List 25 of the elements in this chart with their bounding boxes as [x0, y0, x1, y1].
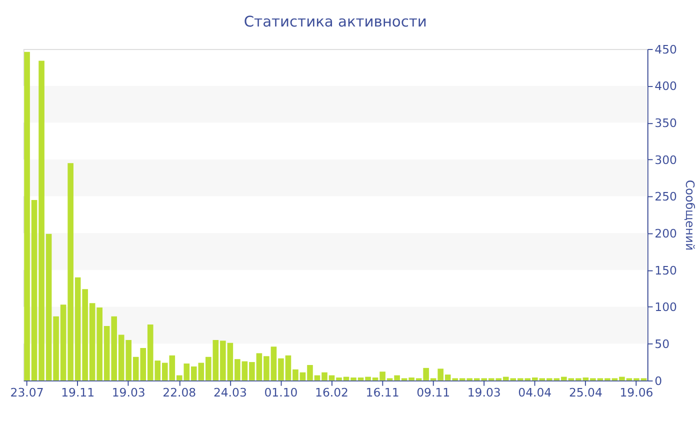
x-tick-label: 09.11	[416, 386, 450, 400]
y-tick-label: 300	[654, 152, 677, 167]
y-axis-title: Сообщений	[682, 180, 697, 251]
x-tick-label: 19.11	[61, 386, 95, 400]
x-tick-label: 16.02	[315, 386, 348, 400]
y-tick-label: 50	[654, 337, 670, 352]
x-tick-label: 19.03	[112, 386, 146, 400]
y-tick-label: 400	[654, 79, 677, 94]
y-tick-label: 0	[654, 374, 662, 388]
x-tick-label: 24.03	[213, 386, 247, 400]
y-tick-label: 350	[654, 116, 677, 130]
x-tick-label: 25.04	[568, 386, 602, 400]
x-tick-label: 19.03	[467, 386, 501, 400]
y-tick-label: 250	[654, 190, 677, 204]
x-tick-label: 16.11	[366, 386, 400, 400]
x-tick-label: 01.10	[264, 386, 298, 400]
y-tick-label: 450	[654, 42, 677, 56]
y-tick-label: 200	[654, 226, 677, 241]
x-tick-label: 22.08	[162, 386, 196, 400]
x-tick-label: 23.07	[10, 386, 44, 400]
x-tick-label: 19.06	[620, 386, 654, 400]
x-tick-label: 04.04	[518, 386, 552, 400]
y-tick-label: 150	[654, 263, 677, 278]
chart-title: Статистика активности	[244, 14, 427, 31]
y-tick-label: 100	[654, 300, 677, 314]
